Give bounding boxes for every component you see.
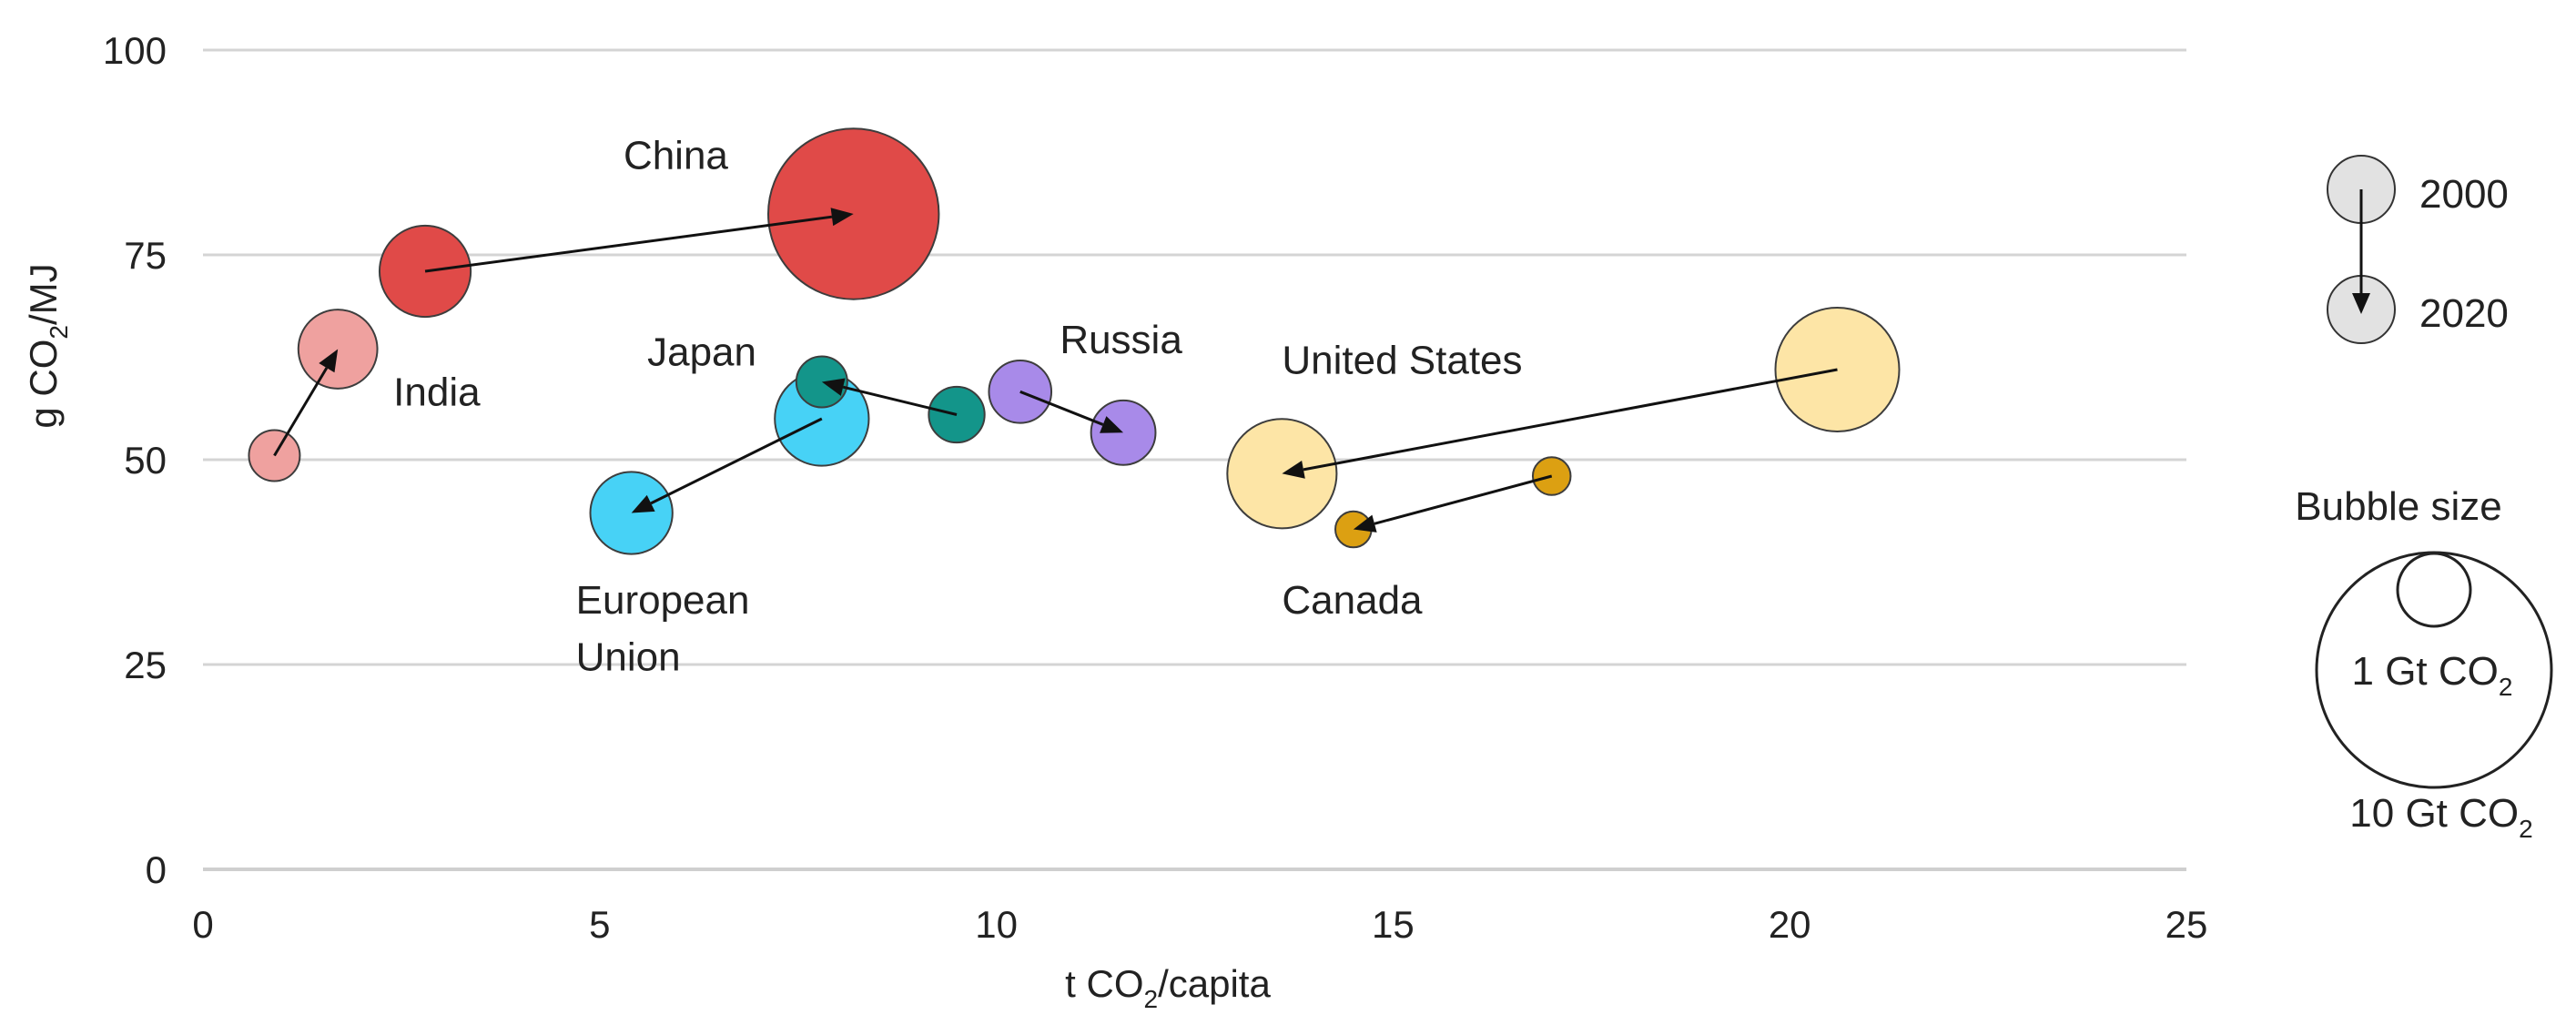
legend-arrow-head [2352,293,2370,314]
arrow-head-japan [821,378,846,396]
arrow-united-states [1303,368,1838,472]
country-label: India [393,370,481,415]
legend-size-large-label: 10 Gt CO2 [2349,791,2532,843]
x-tick-label: 25 [2165,903,2208,946]
country-label: United States [1282,339,1522,383]
y-tick-label: 50 [124,439,167,482]
y-tick-label: 0 [146,848,167,891]
y-tick-labels: 0 25 50 75 100 [103,29,167,891]
arrow-head-canada [1353,514,1377,533]
legend-size: Bubble size 1 Gt CO2 10 Gt CO2 [2295,484,2553,843]
x-tick-label: 10 [975,903,1018,946]
y-axis-title: g CO2/MJ [22,263,73,428]
bubble-united-states-2000 [1774,306,1901,433]
x-axis-title: t CO2/capita [1065,962,1271,1013]
arrow-russia [1019,390,1104,426]
arrow-european-union [650,417,823,505]
legend-label-2020: 2020 [2419,291,2509,336]
country-label: Russia [1060,318,1182,362]
arrow-head-india [319,349,339,373]
country-label: Canada [1282,578,1423,623]
country-labels: China India Japan European Union Russia United… [393,134,1522,680]
country-label: Japan [647,330,756,375]
legend-label-2000: 2000 [2419,172,2509,217]
arrow-head-russia [1100,416,1124,433]
arrow-head-european-union [631,494,655,513]
arrow-japan [842,385,958,416]
legend-year: 2000 2020 [2327,155,2509,344]
arrow-head-china [830,208,854,227]
legend-size-small-label: 1 Gt CO2 [2352,649,2513,701]
arrows-layer [273,208,1838,533]
y-tick-label: 75 [124,234,167,277]
y-tick-label: 25 [124,644,167,686]
x-tick-label: 20 [1769,903,1811,946]
arrow-china [424,215,833,273]
x-tick-label: 0 [192,903,213,946]
x-tick-label: 5 [589,903,610,946]
arrow-india [273,367,329,457]
legend-size-small [2396,552,2472,628]
grid-lines [203,48,2186,871]
x-tick-labels: 0 5 10 15 20 25 [192,903,2207,946]
country-label: Union [576,634,681,679]
legend-size-title: Bubble size [2295,484,2501,529]
arrow-head-united-states [1282,461,1305,479]
y-tick-label: 100 [103,29,167,72]
arrow-canada [1374,474,1553,525]
country-label: European [576,578,750,623]
x-tick-label: 15 [1372,903,1415,946]
bubble-european-union-2020 [589,471,674,555]
country-label: China [624,134,728,178]
